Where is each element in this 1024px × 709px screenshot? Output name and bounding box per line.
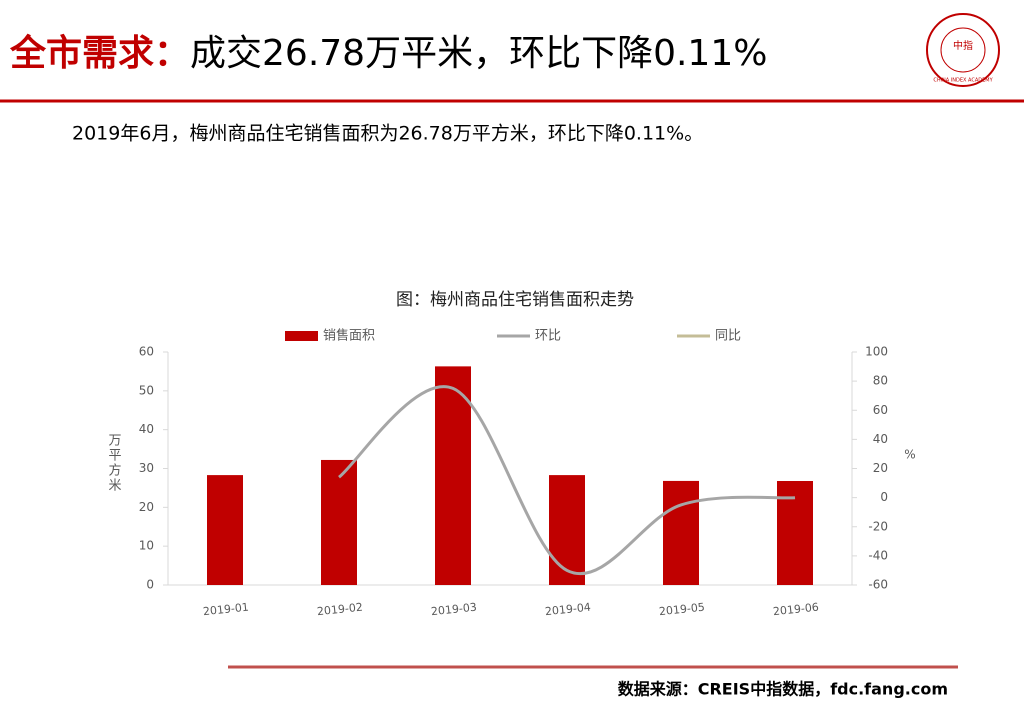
x-tick-label: 2019-01 <box>202 601 249 619</box>
bar <box>549 475 585 585</box>
y-tick-label: 50 <box>139 383 154 397</box>
logo-text: CHINA INDEX ACADEMY <box>933 78 993 84</box>
bar <box>321 459 357 585</box>
x-tick-label: 2019-06 <box>772 601 819 619</box>
logo-mark: 中指 <box>953 39 973 52</box>
bar <box>207 475 243 585</box>
legend-swatch <box>285 331 318 341</box>
logo-inner <box>940 27 986 73</box>
x-tick-label: 2019-05 <box>658 601 705 619</box>
y2-tick-label: 0 <box>880 490 888 504</box>
title-rest: 成交26.78万平米，环比下降0.11% <box>190 33 767 74</box>
y2-tick-label: 100 <box>865 345 888 359</box>
y2-tick-label: -20 <box>868 519 888 533</box>
legend-label: 销售面积 <box>323 328 375 344</box>
y2-tick-label: 40 <box>873 432 888 446</box>
bar <box>663 480 699 585</box>
y-tick-label: 10 <box>139 539 154 553</box>
bar <box>435 366 471 585</box>
y-tick-label: 20 <box>139 500 154 514</box>
subtitle: 2019年6月，梅州商品住宅销售面积为26.78万平方米，环比下降0.11%。 <box>72 123 703 145</box>
x-tick-label: 2019-04 <box>544 601 591 619</box>
y2-tick-label: 60 <box>873 403 888 417</box>
y-tick-label: 60 <box>139 345 154 359</box>
y-tick-label: 30 <box>139 461 154 475</box>
y-axis-label: 万平方米 <box>106 433 122 493</box>
y2-axis-label: % <box>904 448 915 462</box>
legend-label: 同比 <box>715 329 741 344</box>
y2-tick-label: -40 <box>868 548 888 562</box>
legend-label: 环比 <box>535 329 561 344</box>
slide-title: 全市需求：成交26.78万平米，环比下降0.11% <box>9 32 767 74</box>
y2-tick-label: -60 <box>868 578 888 592</box>
line <box>338 385 796 575</box>
y2-tick-label: 20 <box>873 461 888 475</box>
chart-title: 图：梅州商品住宅销售面积走势 <box>396 290 634 310</box>
title-lead: 全市需求： <box>9 32 190 74</box>
x-tick-label: 2019-02 <box>316 601 363 619</box>
y-tick-label: 40 <box>139 422 154 436</box>
source: 数据来源：CREIS中指数据，fdc.fang.com <box>618 680 948 699</box>
x-tick-label: 2019-03 <box>430 601 477 619</box>
y-tick-label: 0 <box>146 578 154 592</box>
logo: 中指 CHINA INDEX ACADEMY <box>926 13 1000 87</box>
y2-tick-label: 80 <box>873 374 888 388</box>
logo-ring <box>926 13 1000 87</box>
